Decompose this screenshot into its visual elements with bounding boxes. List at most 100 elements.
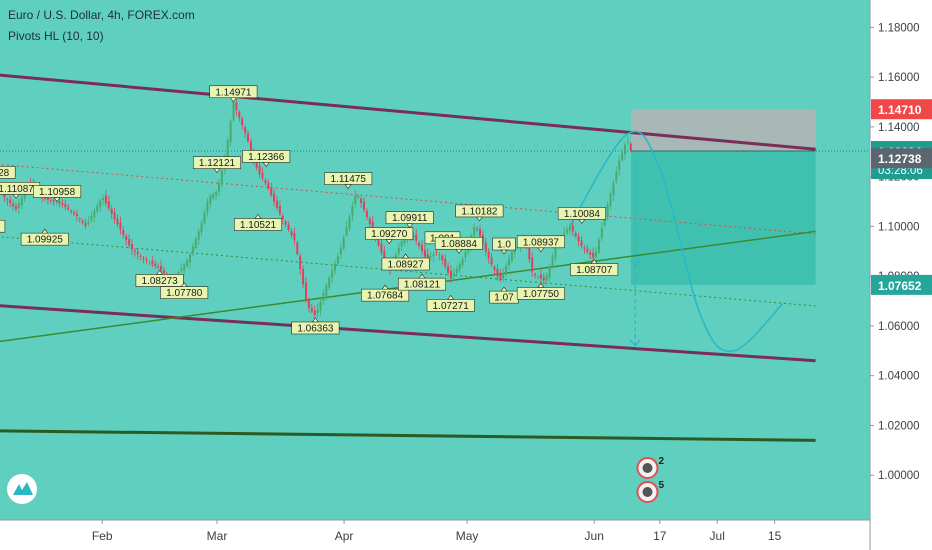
candle-body — [157, 266, 160, 268]
candle-body — [145, 259, 148, 261]
candle-body — [206, 201, 209, 213]
candle-body — [261, 172, 264, 179]
candle-body — [334, 263, 336, 271]
symbol-title: Euro / U.S. Dollar, 4h, FOREX.com — [8, 8, 195, 22]
price-tag: 1.12738 — [871, 148, 932, 169]
logo-mark — [13, 482, 33, 495]
pivot-label: 1.12121 — [193, 156, 242, 174]
candle-body — [412, 236, 415, 238]
candle-body — [545, 275, 548, 281]
pivot-label: 1.07271 — [426, 294, 475, 312]
candle-body — [345, 227, 348, 236]
candle-body — [551, 256, 554, 266]
event-marker-count: 5 — [659, 480, 665, 491]
pivot-label-pointer — [455, 248, 463, 254]
candle-body — [296, 242, 299, 254]
candle-body — [444, 258, 447, 267]
candle-body — [290, 231, 293, 236]
candle-body — [116, 218, 119, 225]
channel-upper-line — [0, 73, 816, 151]
candle-body — [322, 293, 325, 301]
event-marker-count: 2 — [659, 456, 665, 467]
candle-body — [473, 227, 476, 236]
pivot-label: 1.11728 — [0, 166, 16, 179]
candle-body — [513, 248, 516, 253]
pivot-label-box — [0, 166, 16, 179]
pivot-label-pointer — [180, 282, 188, 287]
pivot-label-pointer — [500, 286, 508, 292]
candle-body — [90, 216, 93, 221]
candle-body — [496, 269, 499, 277]
y-tick-label: 1.14000 — [878, 122, 920, 134]
candle-body — [229, 120, 232, 143]
logo-circle — [7, 474, 37, 504]
lower-support-line — [0, 429, 816, 442]
candle-body — [113, 212, 116, 220]
pivot-label-text: 1.10182 — [461, 206, 498, 217]
pivot-label-text: 1.08937 — [523, 237, 560, 248]
candle-body — [626, 141, 629, 143]
channel-lower-line — [0, 304, 816, 363]
candle-body — [368, 218, 371, 225]
candle-body — [220, 170, 223, 185]
event-marker-dot — [642, 463, 653, 473]
candle-body — [264, 180, 267, 183]
candle-body — [455, 268, 458, 274]
candle-body — [73, 212, 75, 214]
pivot-label-text: 1.08927 — [388, 260, 425, 271]
x-tick-label: Jun — [585, 529, 604, 543]
candle-body — [577, 236, 580, 241]
candle-body — [339, 248, 342, 255]
stop-loss-zone — [631, 109, 816, 152]
candle-body — [438, 253, 441, 255]
candle-body — [418, 242, 421, 247]
candle-body — [595, 251, 597, 257]
candle-body — [310, 307, 313, 312]
candle-body — [566, 229, 568, 233]
candle-body — [452, 273, 455, 276]
price-tag-box — [871, 148, 932, 169]
candle-body — [247, 133, 249, 142]
candle-body — [380, 243, 383, 253]
pivot-label-text: 1.0 — [497, 240, 511, 251]
candle-body — [276, 200, 278, 209]
candle-body — [325, 285, 328, 296]
candle-body — [363, 201, 365, 211]
pivot-label: 1.11475 — [324, 172, 373, 190]
candle-body — [568, 226, 571, 231]
y-tick-label: 1.00000 — [878, 470, 920, 482]
candle-body — [160, 265, 162, 271]
candle-body — [331, 270, 334, 278]
pivot-label: 1.07684 — [361, 284, 410, 302]
candle-body — [531, 257, 534, 272]
candle-body — [563, 233, 566, 235]
candle-body — [23, 191, 26, 199]
pivot-label: 1.08121 — [397, 273, 446, 291]
candle-body — [615, 171, 618, 181]
price-tag-box — [871, 274, 932, 295]
candle-body — [55, 202, 58, 204]
pivot-label: 1.09925 — [20, 228, 69, 246]
candle-body — [133, 250, 136, 252]
candle-body — [162, 270, 165, 274]
candle-body — [348, 216, 351, 229]
candle-body — [180, 268, 183, 271]
candle-body — [493, 266, 496, 271]
candle-body — [232, 102, 235, 120]
candle-body — [319, 301, 322, 312]
candle-body — [6, 199, 9, 201]
candle-body — [281, 215, 284, 220]
candle-body — [84, 223, 87, 227]
y-tick-label: 1.18000 — [878, 22, 920, 34]
candle-body — [336, 256, 339, 264]
pivot-label: 1.10958 — [33, 185, 82, 203]
candle-body — [328, 277, 331, 288]
candle-body — [267, 182, 270, 189]
pivot-label-text: 1.09925 — [27, 235, 64, 246]
y-tick-label: 1.02000 — [878, 420, 920, 432]
candle-body — [505, 266, 508, 274]
pivot-label-pointer — [418, 273, 426, 279]
candle-body — [548, 266, 551, 278]
